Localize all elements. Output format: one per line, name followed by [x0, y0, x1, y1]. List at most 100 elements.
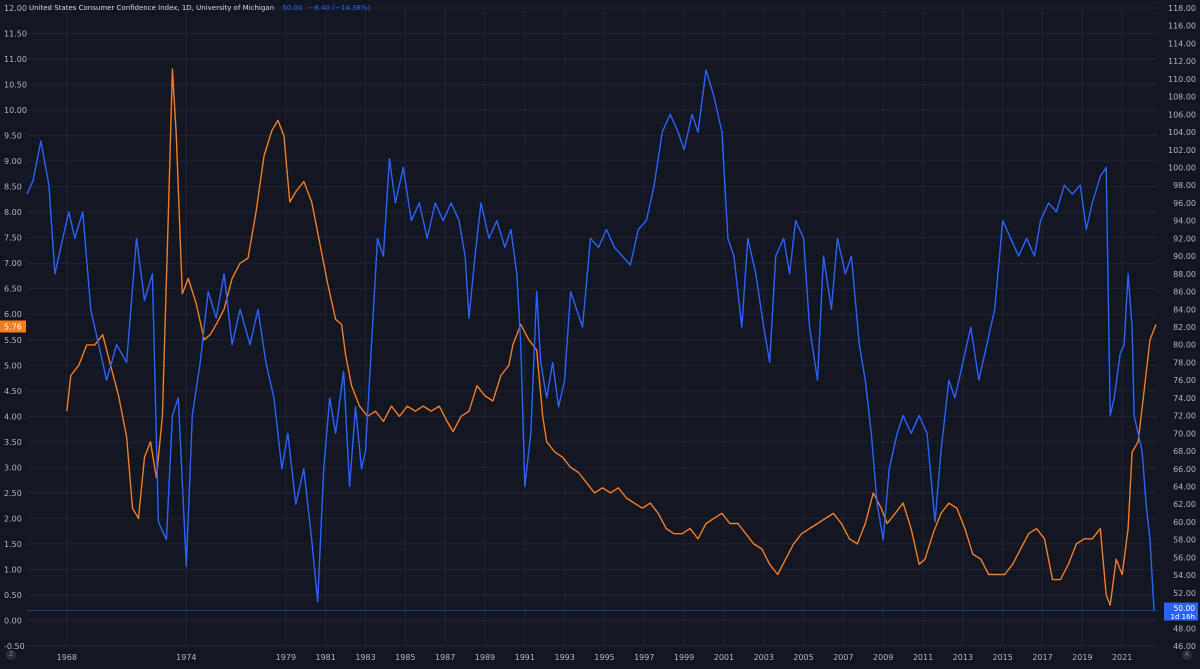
- right-tick-label: 84.00: [1173, 305, 1196, 314]
- left-tick-label: 4.00: [4, 412, 22, 421]
- left-tick-label: 1.00: [4, 565, 22, 574]
- left-tick-label: 5.00: [4, 361, 22, 370]
- left-tick-label: 5.50: [4, 336, 22, 345]
- right-tick-label: 92.00: [1173, 234, 1196, 243]
- right-tick-label: 56.00: [1173, 553, 1196, 562]
- right-tick-label: 72.00: [1173, 412, 1196, 421]
- x-tick-label: 2015: [993, 653, 1013, 662]
- right-tick-label: 58.00: [1173, 536, 1196, 545]
- confidence-series-line: [26, 69, 1155, 611]
- right-tick-label: 60.00: [1173, 518, 1196, 527]
- right-last-value-text: 50.00: [1174, 604, 1196, 613]
- left-tick-label: 2.50: [4, 489, 22, 498]
- title-change-value: −8.40 (−14.38%): [308, 4, 371, 12]
- inflation-series-line: [66, 68, 1157, 606]
- timezone-icon[interactable]: Z: [6, 650, 16, 660]
- x-tick-label: 2003: [754, 653, 774, 662]
- right-tick-label: 88.00: [1173, 270, 1196, 279]
- x-tick-label: 2005: [793, 653, 813, 662]
- right-tick-label: 102.00: [1168, 146, 1196, 155]
- x-tick-label: 1993: [554, 653, 574, 662]
- right-tick-label: 78.00: [1173, 358, 1196, 367]
- right-last-value-badge: [1164, 602, 1198, 621]
- right-tick-label: 66.00: [1173, 465, 1196, 474]
- x-tick-label: 1981: [315, 653, 335, 662]
- left-tick-label: 2.00: [4, 514, 22, 523]
- right-tick-label: 104.00: [1168, 128, 1196, 137]
- right-tick-label: 52.00: [1173, 589, 1196, 598]
- right-tick-label: 106.00: [1168, 110, 1196, 119]
- right-tick-label: 82.00: [1173, 323, 1196, 332]
- right-tick-label: 100.00: [1168, 164, 1196, 173]
- x-tick-label: 1979: [276, 653, 296, 662]
- title-last-value: 50.00: [282, 4, 303, 12]
- x-tick-label: 2007: [833, 653, 853, 662]
- right-tick-label: 98.00: [1173, 181, 1196, 190]
- right-tick-label: 118.00: [1168, 4, 1196, 13]
- auto-scale-icon[interactable]: A: [1182, 650, 1192, 660]
- left-tick-label: 6.00: [4, 310, 22, 319]
- x-tick-label: 1983: [355, 653, 375, 662]
- left-tick-label: 10.00: [4, 106, 27, 115]
- right-tick-label: 114.00: [1168, 39, 1196, 48]
- right-last-value-countdown: 1d 16h: [1171, 613, 1195, 621]
- x-tick-label: 1974: [176, 653, 196, 662]
- left-last-value-text: 5.76: [4, 322, 22, 331]
- right-tick-label: 86.00: [1173, 288, 1196, 297]
- left-tick-label: 9.50: [4, 132, 22, 141]
- x-tick-label: 2009: [873, 653, 893, 662]
- x-tick-label: 2017: [1032, 653, 1052, 662]
- x-tick-label: 1987: [435, 653, 455, 662]
- right-tick-label: 74.00: [1173, 394, 1196, 403]
- left-tick-label: 11.50: [4, 30, 27, 39]
- right-tick-label: 96.00: [1173, 199, 1196, 208]
- x-tick-label: 2019: [1072, 653, 1092, 662]
- right-tick-label: 54.00: [1173, 571, 1196, 580]
- x-tick-label: 1999: [674, 653, 694, 662]
- left-tick-label: 8.50: [4, 183, 22, 192]
- x-tick-label: 1991: [515, 653, 535, 662]
- left-tick-label: 12.00: [4, 4, 27, 13]
- right-tick-label: 116.00: [1168, 22, 1196, 31]
- left-tick-label: 0.50: [4, 591, 22, 600]
- left-tick-label: 11.00: [4, 55, 27, 64]
- right-tick-label: 112.00: [1168, 57, 1196, 66]
- x-tick-label: 1997: [634, 653, 654, 662]
- left-tick-label: 7.50: [4, 234, 22, 243]
- left-tick-label: 10.50: [4, 81, 27, 90]
- right-tick-label: 64.00: [1173, 483, 1196, 492]
- right-tick-label: 62.00: [1173, 500, 1196, 509]
- left-tick-label: 3.00: [4, 463, 22, 472]
- right-tick-label: 94.00: [1173, 217, 1196, 226]
- left-tick-label: -0.50: [4, 642, 25, 651]
- left-tick-label: 7.00: [4, 259, 22, 268]
- right-tick-label: 80.00: [1173, 341, 1196, 350]
- right-tick-label: 48.00: [1173, 624, 1196, 633]
- left-tick-label: 1.50: [4, 540, 22, 549]
- right-tick-label: 68.00: [1173, 447, 1196, 456]
- x-tick-label: 1995: [594, 653, 614, 662]
- chart-title: United States Consumer Confidence Index,…: [29, 4, 275, 12]
- x-tick-label: 2011: [913, 653, 933, 662]
- left-tick-label: 4.50: [4, 387, 22, 396]
- x-tick-label: 2013: [953, 653, 973, 662]
- right-tick-label: 90.00: [1173, 252, 1196, 261]
- right-tick-label: 70.00: [1173, 429, 1196, 438]
- right-tick-label: 108.00: [1168, 93, 1196, 102]
- left-last-value-badge: [0, 320, 26, 333]
- left-tick-label: 6.50: [4, 285, 22, 294]
- left-tick-label: 0.00: [4, 616, 22, 625]
- x-tick-label: 1985: [395, 653, 415, 662]
- x-tick-label: 2001: [714, 653, 734, 662]
- x-tick-label: 1989: [475, 653, 495, 662]
- chart-title-bar: United States Consumer Confidence Index,…: [29, 2, 370, 14]
- left-tick-label: 8.00: [4, 208, 22, 217]
- left-tick-label: 3.50: [4, 438, 22, 447]
- right-tick-label: 110.00: [1168, 75, 1196, 84]
- x-tick-label: 1968: [57, 653, 77, 662]
- right-tick-label: 46.00: [1173, 642, 1196, 651]
- left-tick-label: 9.00: [4, 157, 22, 166]
